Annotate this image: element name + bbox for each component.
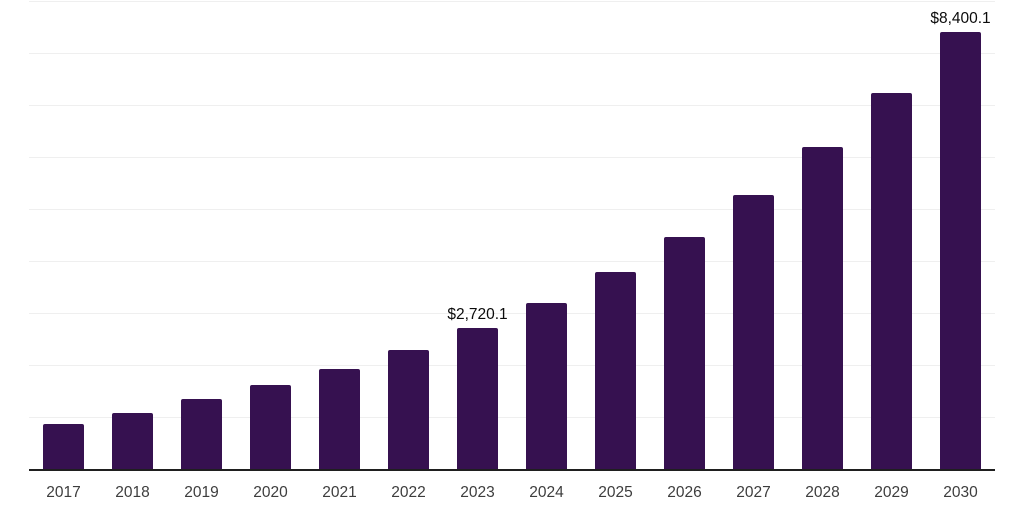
x-tick-2020: 2020 — [253, 484, 288, 501]
bar-2021 — [319, 369, 360, 469]
x-tick-2025: 2025 — [598, 484, 633, 501]
x-tick-2024: 2024 — [529, 484, 564, 501]
x-tick-2030: 2030 — [943, 484, 978, 501]
gridline-8000 — [29, 53, 995, 54]
bar-2020 — [250, 385, 291, 469]
x-tick-2018: 2018 — [115, 484, 150, 501]
x-axis-line — [29, 469, 995, 471]
bar-2027 — [733, 194, 774, 469]
x-tick-2026: 2026 — [667, 484, 702, 501]
gridline-3000 — [29, 313, 995, 314]
x-tick-2017: 2017 — [46, 484, 81, 501]
bar-2028 — [802, 147, 843, 469]
value-label-2023: $2,720.1 — [447, 305, 508, 323]
bar-2026 — [664, 236, 705, 469]
bar-2022 — [388, 350, 429, 469]
bar-2030 — [940, 32, 981, 469]
x-tick-2027: 2027 — [736, 484, 771, 501]
x-tick-2019: 2019 — [184, 484, 219, 501]
bar-2025 — [595, 271, 636, 469]
x-tick-2028: 2028 — [805, 484, 840, 501]
bar-2017 — [43, 424, 84, 469]
gridline-6000 — [29, 157, 995, 158]
bar-2023 — [457, 327, 498, 469]
gridline-1000 — [29, 417, 995, 418]
x-tick-2022: 2022 — [391, 484, 426, 501]
x-tick-2021: 2021 — [322, 484, 357, 501]
gridline-4000 — [29, 261, 995, 262]
bar-2018 — [112, 413, 153, 469]
gridline-5000 — [29, 209, 995, 210]
gridline-9000 — [29, 1, 995, 2]
value-label-2030: $8,400.1 — [930, 10, 991, 28]
x-tick-2029: 2029 — [874, 484, 909, 501]
bar-2029 — [871, 93, 912, 469]
bar-2019 — [181, 399, 222, 469]
gridline-2000 — [29, 365, 995, 366]
gridline-7000 — [29, 105, 995, 106]
bar-2024 — [526, 302, 567, 469]
x-tick-2023: 2023 — [460, 484, 495, 501]
